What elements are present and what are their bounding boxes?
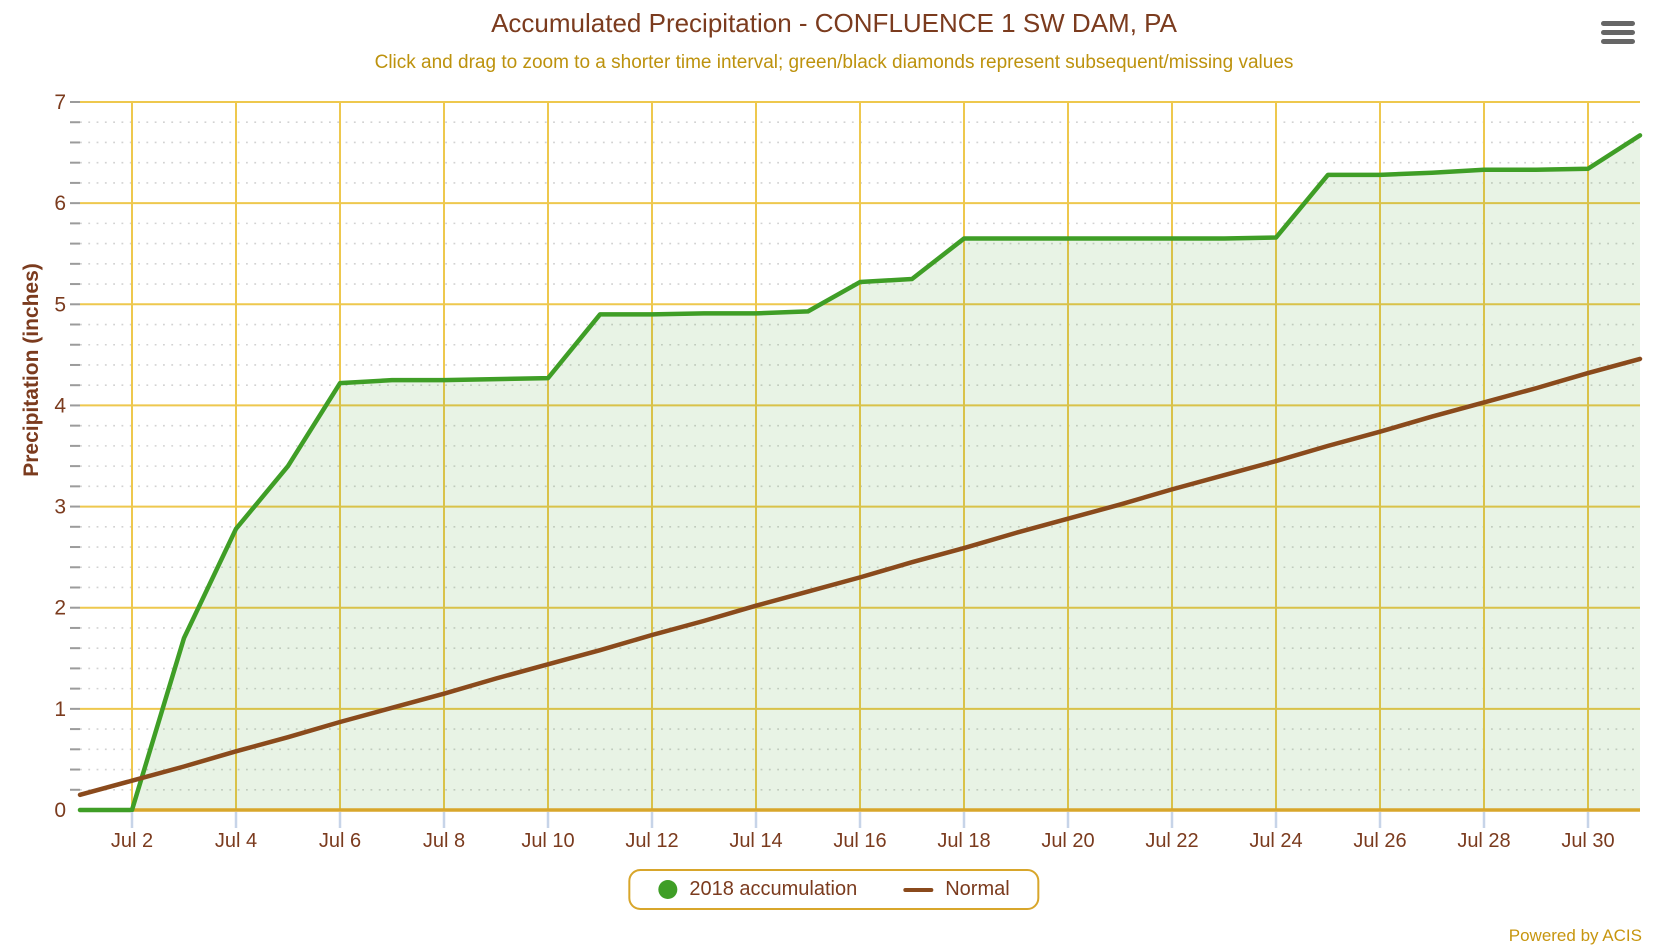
x-axis-label: Jul 28 (1457, 830, 1510, 852)
x-axis-label: Jul 22 (1145, 830, 1198, 852)
x-axis-label: Jul 2 (111, 830, 153, 852)
series-normal-line[interactable] (77, 356, 1643, 798)
y-axis-label: 1 (54, 698, 66, 721)
y-axis-label: 6 (54, 192, 66, 215)
chart-title: Accumulated Precipitation - CONFLUENCE 1… (491, 8, 1177, 38)
legend-label-2018: 2018 accumulation (689, 878, 858, 900)
legend-label-normal: Normal (945, 878, 1010, 900)
powered-by-acis-link[interactable]: Powered by ACIS (1508, 926, 1642, 945)
x-axis-label: Jul 10 (521, 830, 574, 852)
legend-marker-circle-icon (658, 880, 678, 899)
legend-item-2018[interactable]: 2018 accumulation (658, 878, 857, 901)
y-axis-label: 2 (54, 597, 66, 620)
y-axis-label: 0 (54, 799, 66, 822)
x-axis-label: Jul 18 (937, 830, 990, 852)
chart-subtitle: Click and drag to zoom to a shorter time… (374, 52, 1294, 73)
x-axis-label: Jul 4 (215, 830, 257, 852)
x-axis-label: Jul 24 (1249, 830, 1302, 852)
series-2018-line[interactable] (77, 133, 1643, 813)
y-axis-label: 4 (54, 394, 66, 417)
legend-item-normal[interactable]: Normal (903, 878, 1010, 901)
y-axis-label: 7 (54, 91, 66, 114)
x-axis-label: Jul 20 (1041, 830, 1094, 852)
x-axis-label: Jul 6 (319, 830, 361, 852)
legend-marker-line-icon (903, 887, 934, 892)
x-axis-label: Jul 26 (1353, 830, 1406, 852)
y-axis-title: Precipitation (inches) (20, 263, 43, 477)
x-axis-label: Jul 12 (625, 830, 678, 852)
hamburger-icon (1601, 20, 1635, 44)
x-axis-label: Jul 8 (423, 830, 465, 852)
legend: 2018 accumulation Normal (628, 869, 1040, 910)
chart-context-menu-button[interactable] (1598, 16, 1638, 52)
x-axis-label: Jul 14 (729, 830, 782, 852)
x-axis-label: Jul 16 (833, 830, 886, 852)
x-axis-label: Jul 30 (1561, 830, 1614, 852)
series-2018-area (80, 135, 1640, 810)
y-axis-label: 3 (54, 496, 66, 519)
y-axis-label: 5 (54, 293, 66, 316)
